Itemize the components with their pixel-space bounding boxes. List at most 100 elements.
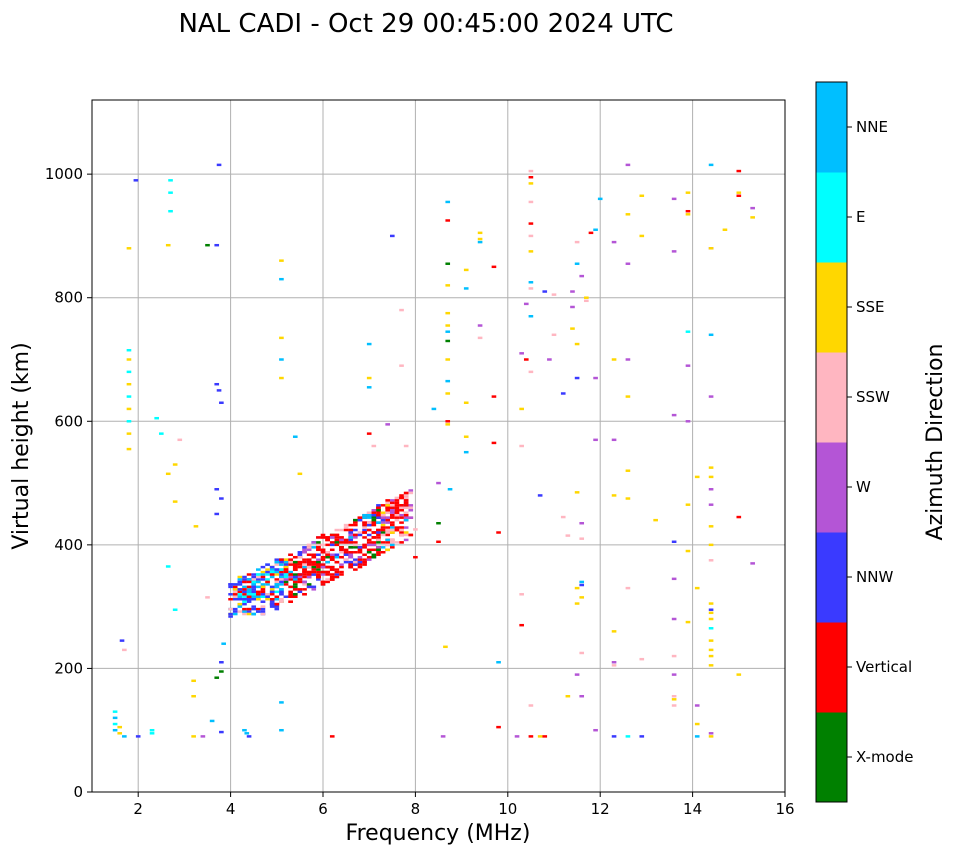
echo-point (579, 694, 585, 698)
echo-point (269, 593, 275, 596)
echo-point (122, 735, 127, 738)
echo-point (385, 531, 390, 534)
echo-point (329, 553, 335, 556)
echo-point (297, 573, 303, 576)
echo-point (708, 735, 714, 738)
echo-point (320, 548, 326, 552)
echo-point (269, 568, 275, 571)
echo-point (216, 389, 222, 392)
x-tick-label: 6 (318, 800, 328, 818)
echo-point (228, 585, 233, 589)
echo-point (251, 607, 257, 611)
echo-point (274, 583, 280, 586)
echo-point (528, 281, 534, 284)
echo-point (394, 541, 400, 544)
colorbar-segment (816, 82, 847, 173)
echo-point (288, 585, 293, 589)
echo-point (588, 231, 594, 235)
echo-point (708, 163, 714, 167)
echo-point (279, 590, 284, 594)
echo-point (251, 593, 257, 596)
echo-point (325, 560, 330, 564)
echo-point (625, 262, 631, 265)
echo-point (274, 570, 280, 574)
echo-point (463, 401, 469, 404)
echo-point (292, 583, 298, 586)
echo-point (403, 526, 409, 529)
echo-point (463, 435, 469, 438)
echo-point (708, 602, 714, 605)
colorbar-label: X-mode (856, 748, 913, 766)
echo-point (251, 605, 257, 608)
echo-point (394, 499, 400, 502)
echo-point (269, 588, 275, 591)
echo-point (251, 590, 257, 594)
echo-point (242, 612, 247, 616)
echo-point (126, 247, 132, 250)
echo-point (274, 558, 280, 561)
echo-point (408, 533, 414, 537)
echo-point (126, 358, 132, 361)
echo-point (371, 518, 377, 522)
echo-point (685, 549, 691, 553)
echo-point (214, 243, 220, 247)
echo-point (445, 284, 451, 287)
echo-point (685, 209, 691, 213)
echo-point (399, 494, 404, 497)
echo-point (149, 732, 155, 735)
echo-point (348, 528, 354, 532)
echo-point (376, 516, 381, 519)
echo-point (274, 563, 280, 566)
echo-point (537, 494, 543, 497)
echo-point (403, 518, 409, 522)
echo-point (112, 710, 118, 713)
echo-point (574, 376, 580, 380)
echo-point (547, 358, 552, 361)
echo-point (306, 543, 312, 547)
echo-point (292, 565, 298, 569)
echo-point (362, 523, 367, 527)
echo-point (316, 560, 321, 564)
echo-point (389, 499, 395, 502)
echo-point (269, 575, 275, 579)
echo-point (265, 570, 270, 574)
echo-point (579, 580, 585, 584)
echo-point (288, 560, 293, 564)
echo-point (671, 540, 677, 544)
echo-point (334, 553, 340, 556)
echo-point (219, 730, 224, 734)
echo-point (279, 563, 284, 566)
echo-point (302, 580, 307, 584)
echo-point (625, 163, 631, 167)
echo-point (579, 521, 585, 525)
echo-point (269, 605, 275, 608)
echo-point (445, 311, 451, 315)
echo-point (357, 551, 363, 554)
echo-point (251, 588, 257, 591)
echo-point (408, 509, 414, 512)
echo-point (283, 580, 289, 584)
echo-point (288, 578, 293, 581)
echo-point (242, 610, 247, 613)
echo-point (560, 515, 566, 519)
echo-point (366, 533, 372, 537)
echo-point (611, 661, 617, 664)
echo-point (292, 580, 298, 584)
echo-point (339, 555, 344, 559)
x-tick-label: 2 (133, 800, 143, 818)
echo-point (256, 575, 261, 579)
echo-point (519, 352, 524, 355)
echo-point (329, 543, 335, 547)
echo-point (362, 563, 367, 566)
echo-point (380, 528, 386, 532)
echo-point (389, 234, 395, 238)
echo-point (394, 504, 400, 507)
echo-point (256, 590, 261, 594)
echo-point (708, 627, 714, 630)
echo-point (380, 521, 386, 524)
echo-point (389, 546, 395, 549)
echo-point (274, 560, 280, 564)
echo-point (242, 595, 247, 598)
echo-point (297, 575, 303, 579)
echo-point (597, 197, 603, 201)
